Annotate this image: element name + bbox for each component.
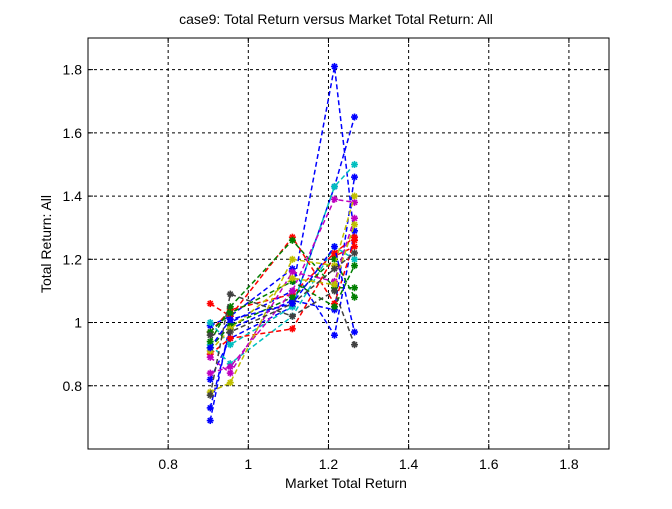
data-point <box>206 319 214 327</box>
data-point <box>351 214 359 222</box>
data-point <box>288 236 296 244</box>
series-13 <box>206 195 359 377</box>
x-tick-label: 0.8 <box>158 456 178 472</box>
data-point <box>351 293 359 301</box>
data-point <box>288 293 296 301</box>
data-point <box>351 221 359 229</box>
data-point <box>351 262 359 270</box>
y-axis-title: Total Return: All <box>38 195 54 293</box>
grid <box>88 38 609 449</box>
data-point <box>351 192 359 200</box>
data-point <box>330 195 338 203</box>
data-point <box>288 287 296 295</box>
data-point <box>206 375 214 383</box>
data-point <box>226 369 234 377</box>
data-point <box>330 243 338 251</box>
y-tick-label: 1.4 <box>63 188 83 204</box>
x-tick-label: 1.6 <box>479 456 499 472</box>
data-point <box>206 344 214 352</box>
data-point <box>351 160 359 168</box>
data-point <box>288 300 296 308</box>
y-tick-label: 1 <box>74 315 82 331</box>
data-point <box>351 328 359 336</box>
data-point <box>288 274 296 282</box>
data-point <box>206 404 214 412</box>
y-tick-label: 1.2 <box>63 251 83 267</box>
data-point <box>288 255 296 263</box>
data-point <box>351 243 359 251</box>
x-tick-label: 1.2 <box>319 456 339 472</box>
data-point <box>288 312 296 320</box>
y-tick-label: 1.8 <box>63 62 83 78</box>
data-point <box>351 113 359 121</box>
data-point <box>288 325 296 333</box>
data-point <box>330 331 338 339</box>
data-point <box>226 328 234 336</box>
x-tick-labels: 0.8 1 1.2 1.4 1.6 1.8 <box>158 456 578 472</box>
data-point <box>226 315 234 323</box>
y-tick-labels: 0.8 1 1.2 1.4 1.6 1.8 <box>63 62 83 394</box>
series-19 <box>206 243 359 352</box>
data-point <box>226 341 234 349</box>
series-line <box>209 224 356 352</box>
data-point <box>206 353 214 361</box>
x-tick-label: 1.4 <box>399 456 419 472</box>
data-point <box>206 391 214 399</box>
data-point <box>330 62 338 70</box>
data-point <box>351 249 359 257</box>
series-group <box>206 62 359 425</box>
y-tick-label: 0.8 <box>63 378 83 394</box>
data-point <box>226 379 234 387</box>
chart-title: case9: Total Return versus Market Total … <box>179 11 493 27</box>
data-point <box>206 300 214 308</box>
data-point <box>351 341 359 349</box>
data-point <box>330 281 338 289</box>
x-axis-title: Market Total Return <box>285 475 407 491</box>
axes-frame <box>87 37 610 450</box>
x-tick-label: 1.8 <box>559 456 579 472</box>
data-point <box>351 233 359 241</box>
data-point <box>206 369 214 377</box>
tick-marks <box>88 38 609 449</box>
data-point <box>288 268 296 276</box>
y-tick-label: 1.6 <box>63 125 83 141</box>
series-line <box>209 198 355 374</box>
data-point <box>206 338 214 346</box>
data-point <box>330 303 338 311</box>
data-point <box>206 417 214 425</box>
data-point <box>226 334 234 342</box>
data-point <box>351 284 359 292</box>
x-tick-label: 1 <box>244 456 252 472</box>
data-point <box>206 331 214 339</box>
data-point <box>330 265 338 273</box>
data-point <box>351 173 359 181</box>
data-point <box>226 290 234 298</box>
series-14 <box>206 214 359 377</box>
data-point <box>330 183 338 191</box>
data-point <box>226 363 234 371</box>
data-point <box>330 287 338 295</box>
data-point <box>226 309 234 317</box>
data-point <box>351 255 359 263</box>
